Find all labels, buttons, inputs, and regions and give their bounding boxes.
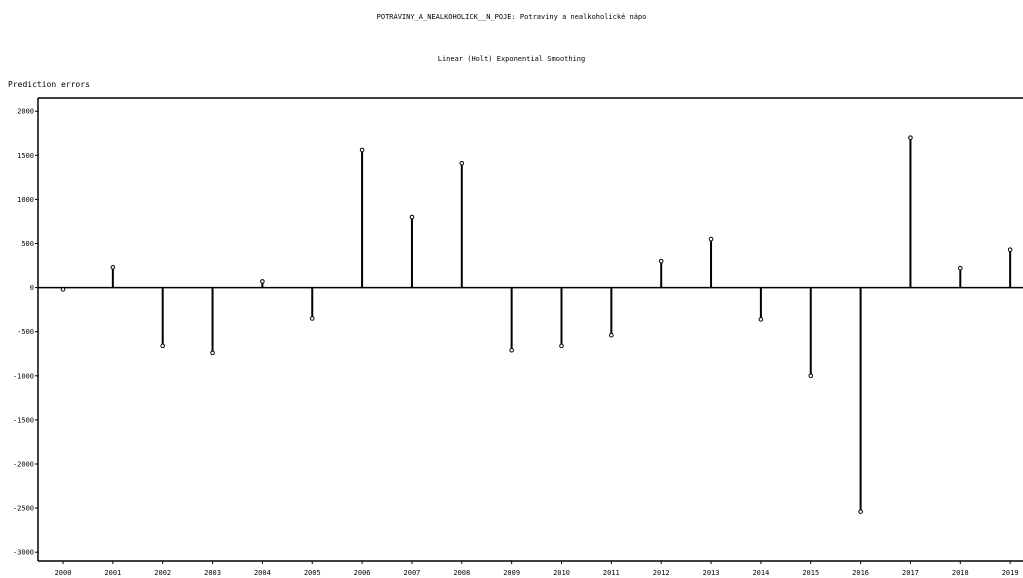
x-tick-label: 2003 [204,569,221,577]
error-point-2016 [858,509,863,514]
x-tick-label: 2016 [852,569,869,577]
x-tick-label: 2018 [952,569,969,577]
error-point-2005 [309,316,315,321]
y-tick-label: 2000 [17,108,34,116]
y-tick-label: -1000 [13,372,34,380]
data-stems [60,135,1013,514]
x-tick-label: 2001 [104,569,121,577]
y-tick-label: -3000 [13,549,34,557]
x-tick-label: 2007 [404,569,421,577]
error-point-2000 [60,287,66,292]
error-point-2014 [758,317,764,322]
x-tick-label: 2019 [1002,569,1019,577]
x-tick-label: 2017 [902,569,919,577]
y-tick-label: -1500 [13,416,34,424]
x-tick-label: 2004 [254,569,271,577]
error-point-2002 [160,343,165,349]
error-point-2013 [708,236,714,242]
x-axis-ticks: 2000 2001 2002 2003 2004 2005 2006 2007 2008 2009… [55,561,1019,577]
error-point-2019 [1007,247,1013,252]
x-tick-label: 2008 [453,569,470,577]
y-tick-label: -2000 [13,460,34,468]
error-point-2009 [509,347,514,353]
error-point-2006 [359,147,365,153]
y-tick-label: -2500 [13,505,34,513]
x-tick-label: 2002 [154,569,171,577]
chart-title: POTRAVINY_A_NEALKOHOLICK__N_POJE: Potrav… [376,13,647,21]
y-tick-label: 500 [21,240,34,248]
x-tick-label: 2010 [553,569,570,577]
error-point-2003 [210,350,215,356]
error-point-2015 [808,373,814,379]
axes [37,97,1023,562]
x-tick-label: 2014 [752,569,769,577]
error-point-2004 [260,279,265,284]
error-point-2017 [908,135,913,140]
y-tick-label: 1500 [17,152,34,160]
error-point-2010 [559,343,564,349]
x-tick-label: 2013 [703,569,720,577]
error-point-2011 [609,332,614,338]
y-tick-label: 0 [30,284,34,292]
x-tick-label: 2011 [603,569,620,577]
x-tick-label: 2015 [802,569,819,577]
error-point-2012 [658,258,664,264]
x-tick-label: 2005 [304,569,321,577]
y-tick-label: -500 [17,328,34,336]
error-point-2001 [110,265,116,270]
chart-subtitle: Linear (Holt) Exponential Smoothing [437,55,586,63]
error-point-2007 [409,214,415,220]
y-axis-label: Prediction errors [8,80,90,89]
error-point-2018 [958,265,963,271]
y-tick-label: 1000 [17,196,34,204]
x-tick-label: 2006 [354,569,371,577]
x-tick-label: 2000 [55,569,72,577]
x-tick-label: 2009 [503,569,520,577]
x-tick-label: 2012 [653,569,670,577]
y-axis-ticks: 2000 1500 1000 500 0 -500 -1000 -1500 -2000 -2500… [13,108,38,557]
error-point-2008 [459,160,465,166]
